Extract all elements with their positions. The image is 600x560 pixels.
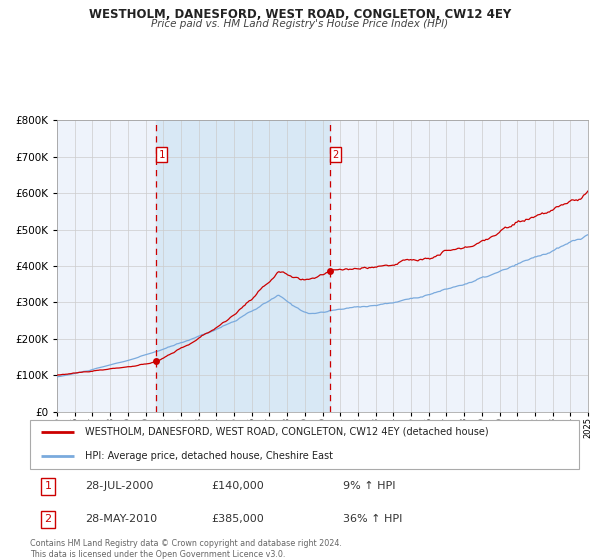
Text: 2: 2 (332, 150, 338, 160)
Text: £140,000: £140,000 (211, 481, 264, 491)
Text: 2: 2 (44, 514, 52, 524)
Text: 28-JUL-2000: 28-JUL-2000 (85, 481, 153, 491)
Text: 28-MAY-2010: 28-MAY-2010 (85, 514, 157, 524)
Text: £385,000: £385,000 (211, 514, 264, 524)
Text: WESTHOLM, DANESFORD, WEST ROAD, CONGLETON, CW12 4EY: WESTHOLM, DANESFORD, WEST ROAD, CONGLETO… (89, 8, 511, 21)
Text: WESTHOLM, DANESFORD, WEST ROAD, CONGLETON, CW12 4EY (detached house): WESTHOLM, DANESFORD, WEST ROAD, CONGLETO… (85, 427, 488, 437)
Text: 9% ↑ HPI: 9% ↑ HPI (343, 481, 395, 491)
Text: Price paid vs. HM Land Registry's House Price Index (HPI): Price paid vs. HM Land Registry's House … (151, 19, 449, 29)
Text: 1: 1 (158, 150, 164, 160)
Text: Contains HM Land Registry data © Crown copyright and database right 2024.
This d: Contains HM Land Registry data © Crown c… (30, 539, 342, 559)
Bar (155, 120, 330, 412)
Text: 1: 1 (44, 481, 52, 491)
Text: HPI: Average price, detached house, Cheshire East: HPI: Average price, detached house, Ches… (85, 451, 333, 461)
Text: 36% ↑ HPI: 36% ↑ HPI (343, 514, 403, 524)
FancyBboxPatch shape (30, 420, 579, 469)
